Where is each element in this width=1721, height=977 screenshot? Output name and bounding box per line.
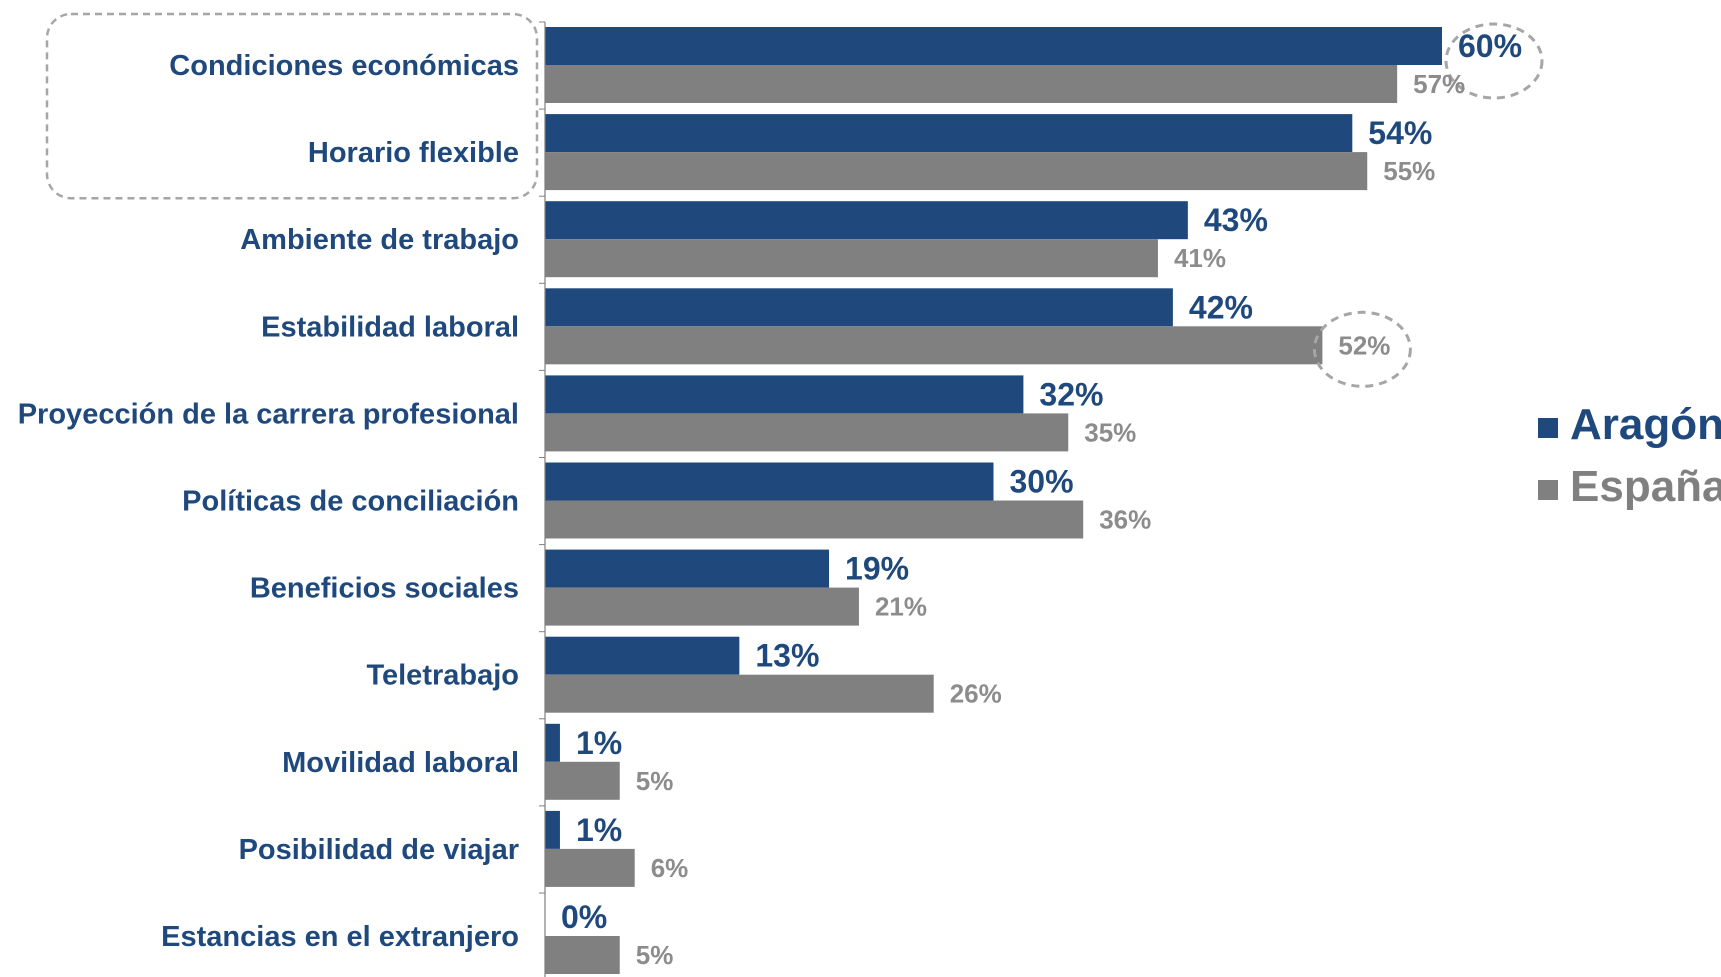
value-label: 30% [1010,464,1074,500]
bar-aragon [545,375,1024,414]
category-label: Beneficios sociales [250,573,519,605]
value-label: 0% [561,899,607,935]
category-label: Teletrabajo [366,660,519,692]
category-label: Estabilidad laboral [261,311,519,343]
highlight-circle [1444,22,1544,100]
bar-espana [545,761,620,800]
value-label: 57% [1413,69,1465,99]
value-label: 5% [636,940,674,970]
bar-aragon [545,288,1173,327]
value-label: 35% [1084,417,1136,447]
legend-swatch-espana [1538,480,1558,500]
category-label: Ambiente de trabajo [240,224,519,256]
value-label: 1% [576,812,622,848]
bar-espana [545,326,1323,365]
category-label: Políticas de conciliación [182,486,519,518]
category-label: Condiciones económicas [169,50,519,82]
value-label: 41% [1174,243,1226,273]
bar-espana [545,152,1368,191]
category-label: Estancias en el extranjero [161,921,519,953]
bar-espana [545,848,635,887]
bar-espana [545,674,934,713]
value-label: 6% [651,853,689,883]
legend-label-aragon: Aragón [1570,400,1721,449]
value-label: 32% [1039,376,1103,412]
bar-espana [545,500,1084,539]
value-label: 54% [1368,115,1432,151]
category-label: Posibilidad de viajar [239,834,519,866]
value-label: 52% [1338,330,1390,360]
value-label: 19% [845,551,909,587]
bar-aragon [545,810,560,849]
bar-aragon [545,462,994,501]
highlight-circle [1312,310,1412,388]
bar-espana [545,587,859,626]
bar-aragon [545,114,1353,153]
bar-espana [545,936,620,974]
value-label: 1% [576,725,622,761]
bar-espana [545,239,1158,278]
legend-swatch-aragon [1538,418,1558,438]
value-label: 36% [1099,505,1151,535]
category-label: Proyección de la carrera profesional [18,398,519,430]
bar-aragon [545,549,830,588]
value-label: 42% [1189,289,1253,325]
category-label: Movilidad laboral [282,747,519,779]
value-label: 60% [1458,28,1522,64]
value-label: 43% [1204,202,1268,238]
bar-aragon [545,27,1442,65]
highlight-box [45,12,539,200]
value-label: 13% [755,638,819,674]
bar-aragon [545,723,560,762]
value-label: 5% [636,766,674,796]
value-label: 21% [875,592,927,622]
legend-label-espana: España [1570,462,1721,511]
bar-espana [545,65,1398,103]
value-label: 26% [950,679,1002,709]
value-label: 55% [1383,156,1435,186]
bar-aragon [545,636,740,675]
bar-aragon [545,201,1188,240]
category-label: Horario flexible [308,137,519,169]
bar-espana [545,413,1069,452]
